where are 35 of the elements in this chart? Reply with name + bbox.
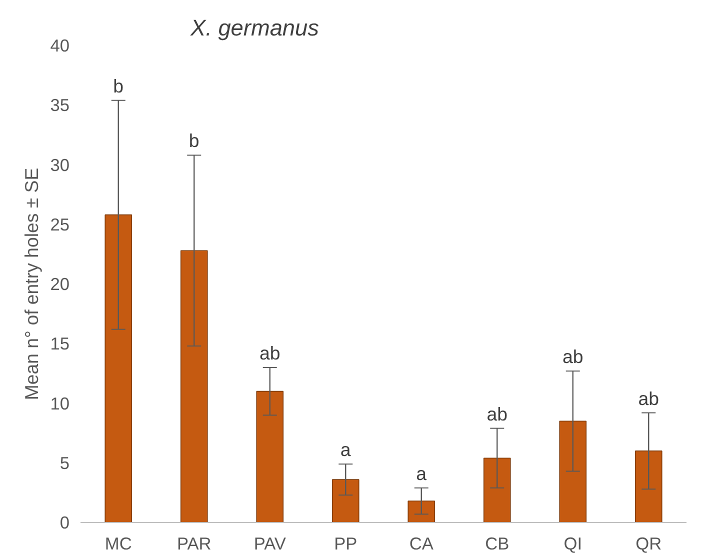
y-tick-label: 35 (50, 95, 70, 116)
y-tick-label: 10 (50, 393, 70, 414)
annotation: a (340, 439, 352, 460)
bar (408, 500, 436, 522)
bar (180, 250, 208, 522)
y-axis-title: Mean n° of entry holes ± SE (21, 168, 42, 400)
bar (332, 479, 360, 522)
y-tick-label: 5 (60, 452, 70, 473)
chart-title: X. germanus (190, 14, 319, 40)
annotation: ab (260, 342, 280, 364)
annotation: b (188, 130, 200, 152)
x-tick-label: CB (485, 534, 510, 554)
annotation: ab (638, 388, 660, 409)
x-tick-label: MC (104, 534, 132, 554)
bar (104, 214, 132, 522)
bar (559, 420, 587, 522)
y-tick-label: 15 (50, 334, 70, 354)
x-tick-label: QI (564, 534, 582, 554)
y-tick-label: 20 (50, 274, 70, 294)
bar (256, 390, 284, 522)
annotation: ab (562, 346, 584, 368)
annotation: ab (486, 403, 508, 424)
x-tick-label: PP (334, 534, 358, 554)
y-tick-label: 25 (50, 214, 70, 234)
y-tick-label: 0 (60, 512, 70, 532)
y-tick-label: 40 (50, 36, 70, 56)
annotation: a (416, 462, 428, 484)
x-tick-label: QR (636, 534, 662, 554)
annotation: b (113, 75, 124, 96)
x-tick-label: PAV (254, 534, 286, 554)
y-tick-label: 30 (50, 154, 70, 175)
x-tick-label: PAR (176, 534, 212, 554)
x-tick-label: CA (409, 534, 434, 554)
bar (634, 450, 662, 522)
bar (483, 458, 511, 522)
